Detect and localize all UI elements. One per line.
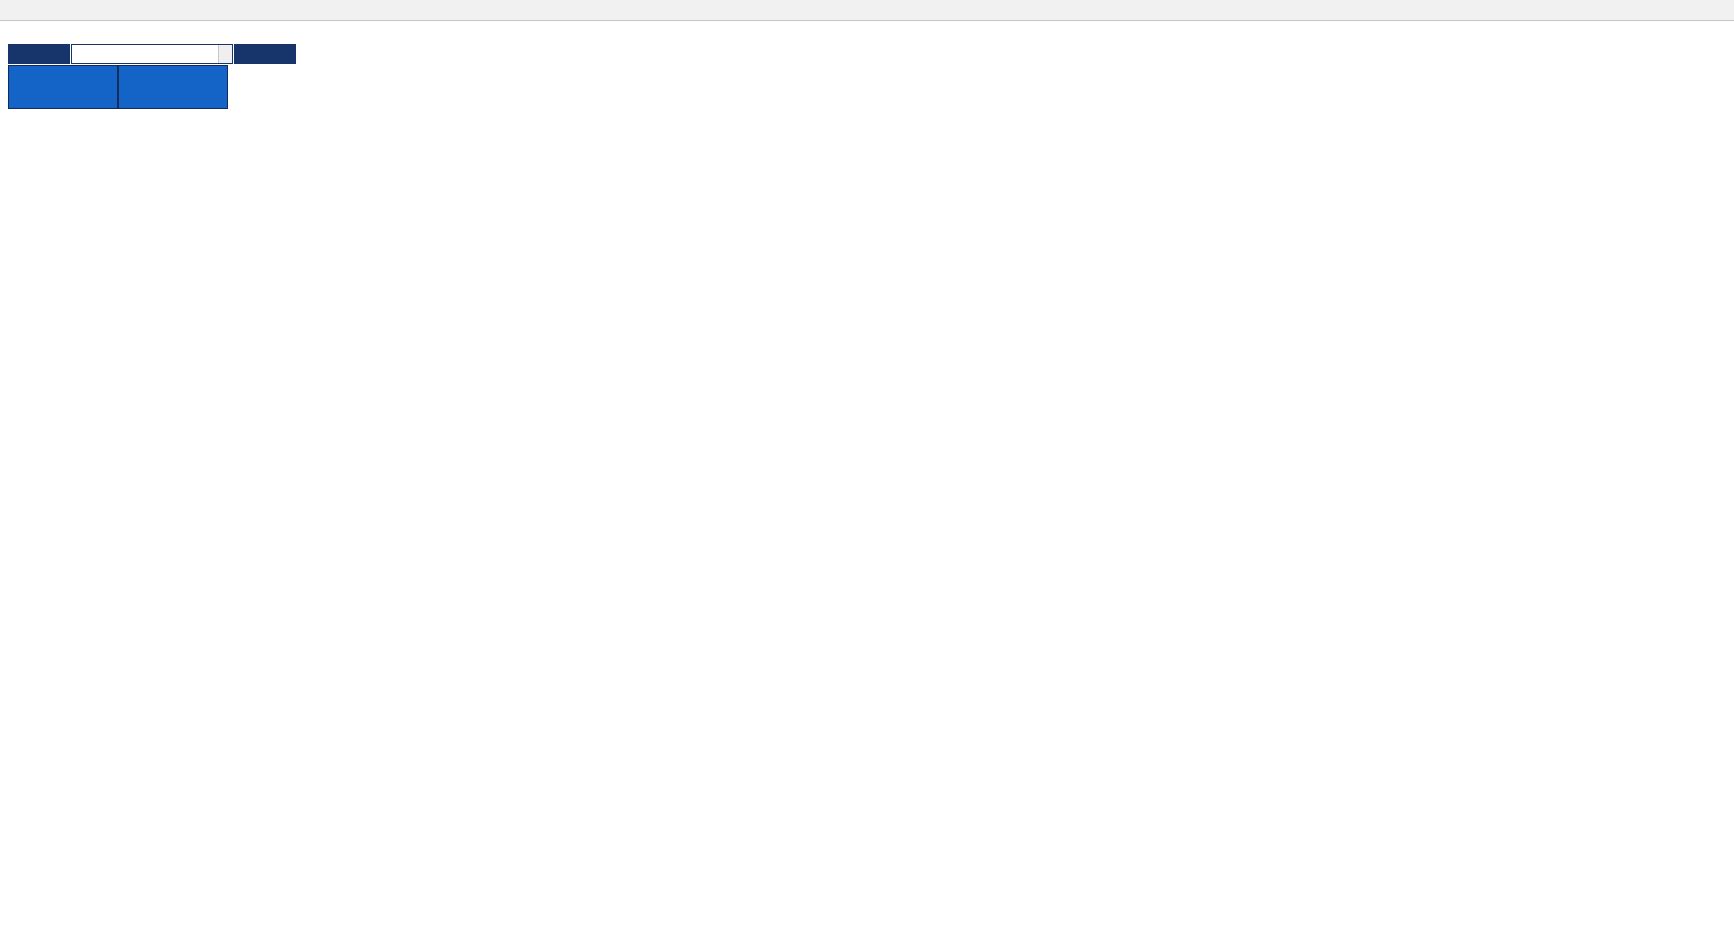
main-toolbar [0,0,1734,21]
buy-button[interactable] [234,44,296,64]
one-click-trading-panel [8,44,296,109]
buy-price-button[interactable] [119,66,227,108]
volume-up-button[interactable] [219,45,232,54]
volume-input[interactable] [72,45,218,63]
sell-button[interactable] [8,44,70,64]
volume-field [71,44,233,64]
sell-price-button[interactable] [9,66,117,108]
volume-stepper [218,45,232,63]
volume-down-button[interactable] [219,54,232,63]
